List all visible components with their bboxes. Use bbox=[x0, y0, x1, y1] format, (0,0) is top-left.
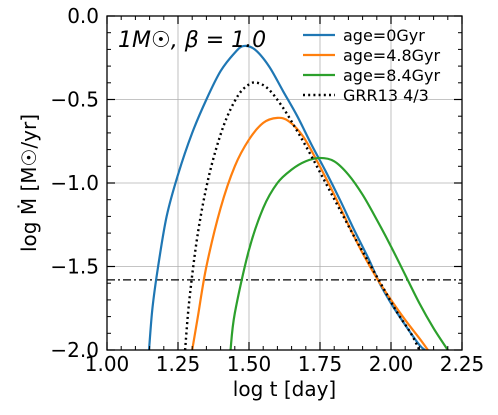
ticks bbox=[106, 15, 463, 351]
y-axis-label: log Ṁ [M☉/yr] bbox=[17, 114, 41, 252]
x-axis-label: log t [day] bbox=[233, 377, 336, 401]
series-line-2 bbox=[229, 156, 449, 350]
y-tick-label: −1.0 bbox=[50, 171, 99, 195]
legend-label-2: age=8.4Gyr bbox=[343, 66, 441, 85]
series-line-3 bbox=[183, 81, 421, 350]
x-tick-label: 2.00 bbox=[369, 352, 414, 376]
legend-label-1: age=4.8Gyr bbox=[343, 46, 441, 65]
x-tick-label: 1.50 bbox=[227, 352, 272, 376]
legend-label-0: age=0Gyr bbox=[343, 26, 425, 45]
y-tick-labels: 0.0 −0.5 −1.0 −1.5 −2.0 bbox=[50, 4, 99, 362]
x-tick-label: 1.00 bbox=[85, 352, 130, 376]
annotation: 1M☉, β = 1.0 bbox=[118, 28, 266, 53]
y-tick-label: −0.5 bbox=[50, 88, 99, 112]
x-tick-label: 2.25 bbox=[440, 352, 485, 376]
x-tick-labels: 1.00 1.25 1.50 1.75 2.00 2.25 bbox=[85, 352, 485, 376]
y-tick-label: −2.0 bbox=[50, 338, 99, 362]
x-tick-label: 1.25 bbox=[156, 352, 201, 376]
legend-label-3: GRR13 4/3 bbox=[343, 86, 429, 105]
series-line-1 bbox=[191, 116, 429, 350]
series-group bbox=[147, 44, 449, 350]
x-tick-label: 1.75 bbox=[298, 352, 343, 376]
y-tick-label: −1.5 bbox=[50, 255, 99, 279]
y-tick-label: 0.0 bbox=[67, 4, 99, 28]
